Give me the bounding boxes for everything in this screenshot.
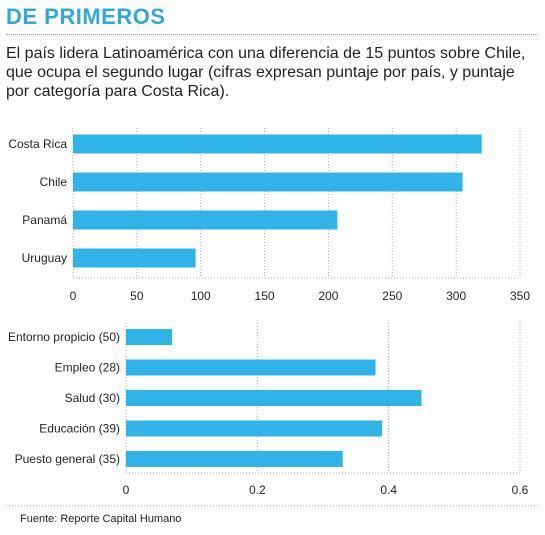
x-tick-label-0-7: 350 [510, 289, 530, 303]
category-label-category-3: Educación (39) [39, 422, 120, 436]
x-tick-label-0-3: 150 [255, 289, 275, 303]
x-tick-label-0-1: 50 [130, 289, 144, 303]
x-tick-label-1-2: 0.4 [380, 483, 397, 497]
x-tick-label-1-0: 0 [123, 483, 130, 497]
bar-category-0 [126, 329, 172, 345]
category-label-country-0: Costa Rica [8, 137, 67, 151]
x-tick-label-0-2: 100 [191, 289, 211, 303]
chart-subtitle: El país lidera Latinoamérica con una dif… [6, 45, 526, 100]
category-label-country-2: Panamá [22, 213, 67, 227]
x-tick-label-0-5: 250 [382, 289, 402, 303]
source-note: Fuente: Reporte Capital Humano [20, 513, 182, 525]
x-tick-label-0-4: 200 [318, 289, 338, 303]
category-label-category-0: Entorno propicio (50) [8, 330, 120, 344]
bar-category-1 [126, 359, 376, 376]
category-label-country-1: Chile [40, 175, 68, 189]
category-label-category-2: Salud (30) [65, 391, 120, 405]
x-tick-label-0-0: 0 [70, 289, 77, 303]
x-tick-label-1-3: 0.6 [512, 483, 529, 497]
x-tick-label-0-6: 300 [446, 289, 466, 303]
bar-country-2 [73, 210, 338, 230]
x-tick-label-1-1: 0.2 [249, 483, 266, 497]
bar-country-3 [73, 248, 196, 268]
category-label-category-4: Puesto general (35) [15, 452, 120, 466]
category-label-category-1: Empleo (28) [55, 361, 120, 375]
category-label-country-3: Uruguay [22, 251, 67, 265]
bar-category-2 [126, 390, 422, 406]
bar-category-4 [126, 451, 343, 467]
chart-title: DE PRIMEROS [6, 4, 166, 29]
bar-country-1 [73, 172, 463, 192]
title-divider [6, 34, 538, 35]
bar-country-0 [73, 134, 482, 154]
bar-category-3 [126, 420, 383, 437]
